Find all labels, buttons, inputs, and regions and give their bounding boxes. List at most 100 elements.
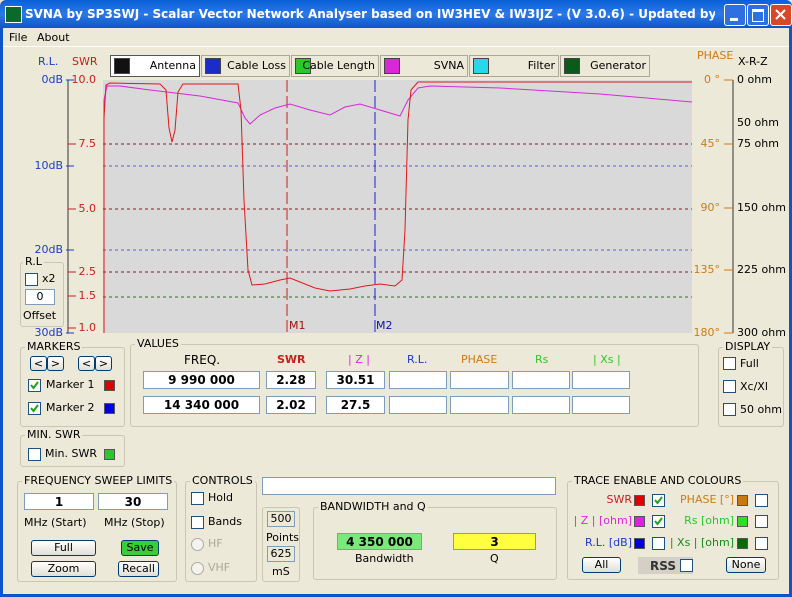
stop-input[interactable]: 30	[98, 493, 168, 510]
arrow-button[interactable]: >	[95, 356, 112, 371]
color-swatch[interactable]	[104, 380, 115, 391]
checkbox[interactable]	[755, 537, 768, 550]
checkbox-label: Min. SWR	[45, 447, 97, 461]
swr-field[interactable]: 2.02	[266, 396, 316, 414]
checkbox[interactable]	[680, 559, 693, 572]
marker-label: M1	[289, 319, 306, 332]
color-swatch[interactable]	[737, 495, 748, 506]
checkbox[interactable]	[755, 515, 768, 528]
checkbox[interactable]	[755, 494, 768, 507]
trace-label: PHASE [°]	[680, 493, 734, 507]
swr-label: 5.0	[79, 202, 97, 215]
group-title: BANDWIDTH and Q	[318, 500, 428, 514]
swr-label: 10.0	[72, 73, 97, 86]
axis-title: PHASE	[697, 49, 733, 62]
mode-button[interactable]: Filter	[469, 55, 559, 77]
markers-group: MARKERS < > < > Marker 1 Marker 2	[20, 347, 125, 427]
radio[interactable]	[191, 538, 204, 551]
phase-label: 90°	[701, 201, 721, 214]
xrz-label: 150 ohm	[737, 201, 786, 214]
recall-button[interactable]: Recall	[118, 561, 159, 577]
mode-button[interactable]: SVNA	[380, 55, 468, 77]
stop-label: MHz (Stop)	[104, 516, 165, 530]
q-value: 3	[453, 533, 536, 550]
group-title: MARKERS	[25, 340, 82, 354]
all-button[interactable]: All	[582, 557, 621, 573]
mode-button[interactable]: Antenna	[110, 55, 200, 77]
checkbox[interactable]	[191, 516, 204, 529]
xs-field[interactable]	[572, 396, 630, 414]
mode-label: Generator	[590, 59, 646, 73]
checkbox[interactable]	[28, 402, 41, 415]
points-group: 500 Points 625 mS	[262, 507, 300, 582]
checkbox[interactable]	[723, 380, 736, 393]
color-swatch[interactable]	[634, 516, 645, 527]
display-group: DISPLAY Full Xc/Xl 50 ohm	[718, 347, 784, 427]
checkbox[interactable]	[723, 403, 736, 416]
min-swr-group: MIN. SWR Min. SWR	[20, 435, 125, 467]
bandwidth-group: BANDWIDTH and Q 4 350 000 Bandwidth 3 Q	[313, 507, 557, 580]
mode-label: Cable Loss	[227, 59, 286, 73]
rl-field[interactable]	[389, 371, 447, 389]
checkbox-label: Marker 2	[46, 401, 95, 415]
checkbox[interactable]	[652, 537, 665, 550]
checkbox[interactable]	[723, 357, 736, 370]
rs-field[interactable]	[512, 371, 570, 389]
points-input[interactable]: 500	[267, 511, 295, 527]
icon	[473, 58, 489, 74]
freq-field[interactable]: 14 340 000	[143, 396, 260, 414]
rl-field[interactable]	[389, 396, 447, 414]
color-swatch[interactable]	[737, 538, 748, 549]
radio[interactable]	[191, 562, 204, 575]
none-button[interactable]: None	[726, 557, 766, 573]
mode-button[interactable]: Cable Loss	[201, 55, 290, 77]
bandwidth-label: Bandwidth	[355, 552, 414, 566]
zoom-button[interactable]: Zoom	[31, 561, 96, 577]
phase-field[interactable]	[450, 396, 509, 414]
group-title: DISPLAY	[723, 340, 772, 354]
arrow-button[interactable]: <	[78, 356, 95, 371]
arrow-button[interactable]: <	[30, 356, 47, 371]
group-title: R.L	[23, 255, 44, 269]
arrow-button[interactable]: >	[47, 356, 64, 371]
xrz-label: 300 ohm	[737, 326, 786, 339]
checkbox[interactable]	[652, 515, 665, 528]
xs-field[interactable]	[572, 371, 630, 389]
time-input[interactable]: 625	[267, 546, 295, 562]
freq-field[interactable]: 9 990 000	[143, 371, 260, 389]
sweep-group: FREQUENCY SWEEP LIMITS 1 30 MHz (Start) …	[17, 481, 177, 582]
check-icon	[30, 381, 39, 390]
swr-field[interactable]: 2.28	[266, 371, 316, 389]
rss-label: RSS	[650, 559, 676, 573]
color-swatch[interactable]	[104, 403, 115, 414]
mode-button[interactable]: Cable Length	[291, 55, 379, 77]
color-swatch[interactable]	[634, 495, 645, 506]
column-header: R.L.	[407, 353, 427, 367]
checkbox-label: Xc/Xl	[740, 380, 768, 394]
radio-label: HF	[208, 537, 223, 551]
xrz-label: 0 ohm	[737, 73, 772, 86]
start-input[interactable]: 1	[24, 493, 94, 510]
mode-button[interactable]: Generator	[560, 55, 650, 77]
checkbox[interactable]	[191, 492, 204, 505]
column-header: Rs	[535, 353, 548, 367]
color-swatch[interactable]	[737, 516, 748, 527]
save-button[interactable]: Save	[121, 540, 159, 556]
checkbox[interactable]	[28, 379, 41, 392]
text-input[interactable]	[262, 477, 556, 495]
checkbox-label: x2	[42, 272, 56, 286]
phase-field[interactable]	[450, 371, 509, 389]
color-swatch[interactable]	[634, 538, 645, 549]
z-field[interactable]: 30.51	[326, 371, 385, 389]
checkbox[interactable]	[652, 494, 665, 507]
checkbox[interactable]	[28, 448, 41, 461]
mode-label: Filter	[528, 59, 555, 73]
color-swatch[interactable]	[104, 449, 115, 460]
offset-input[interactable]: 0	[25, 289, 55, 305]
checkbox[interactable]	[25, 273, 38, 286]
rs-field[interactable]	[512, 396, 570, 414]
full-button[interactable]: Full	[31, 540, 96, 556]
z-field[interactable]: 27.5	[326, 396, 385, 414]
bandwidth-value: 4 350 000	[337, 533, 422, 550]
